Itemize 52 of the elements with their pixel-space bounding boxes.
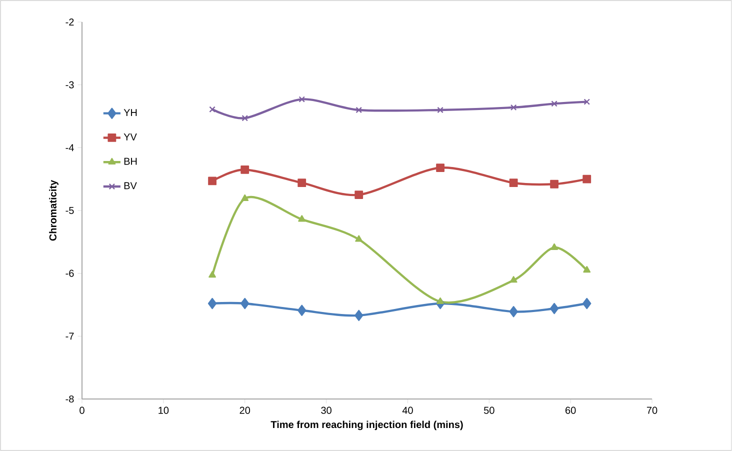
point: [510, 276, 518, 283]
y-tick-label: -7: [66, 332, 74, 340]
point: [242, 114, 248, 122]
x-tick-label: 30: [321, 406, 332, 414]
point: [550, 180, 558, 188]
point: [240, 165, 250, 174]
point: [354, 190, 364, 199]
legend-label: BH: [124, 158, 137, 165]
y-tick-label: -2: [66, 18, 74, 26]
point: [355, 235, 363, 242]
x-tick-label: 0: [80, 406, 84, 414]
point: [298, 304, 306, 316]
point: [550, 243, 558, 250]
y-tick-label: -6: [66, 270, 74, 277]
point: [208, 298, 217, 310]
point: [241, 194, 249, 201]
x-tick-label: 40: [402, 406, 413, 414]
point: [354, 310, 364, 322]
legend-label: BV: [124, 182, 137, 190]
point: [208, 271, 216, 278]
point: [437, 106, 444, 114]
point: [584, 98, 590, 105]
point: [509, 306, 518, 318]
point: [550, 302, 559, 314]
y-tick-label: -5: [66, 207, 74, 214]
point: [551, 100, 558, 107]
point: [436, 164, 444, 172]
point: [510, 104, 517, 111]
x-tick-label: 20: [240, 406, 250, 414]
point: [208, 176, 216, 186]
x-axis-title: Time from reaching injection field (mins): [270, 420, 463, 430]
point: [298, 96, 305, 102]
point: [298, 178, 306, 188]
point: [436, 297, 444, 304]
y-tick-label: -3: [66, 81, 74, 88]
legend-label: YH: [124, 109, 137, 116]
x-tick-label: 70: [646, 406, 658, 414]
y-axis-title: Chromaticity: [49, 180, 58, 241]
x-tick-label: 10: [158, 406, 169, 414]
point: [209, 106, 216, 112]
point: [582, 174, 592, 184]
point: [509, 178, 518, 188]
legend-label: YV: [124, 134, 137, 140]
point: [356, 106, 362, 114]
x-tick-label: 50: [484, 406, 494, 414]
point: [583, 266, 591, 273]
y-tick-label: -4: [66, 144, 74, 152]
point: [582, 298, 592, 310]
y-tick-label: -8: [66, 395, 74, 403]
point: [298, 215, 306, 222]
point: [240, 298, 250, 310]
x-tick-label: 60: [566, 406, 576, 414]
